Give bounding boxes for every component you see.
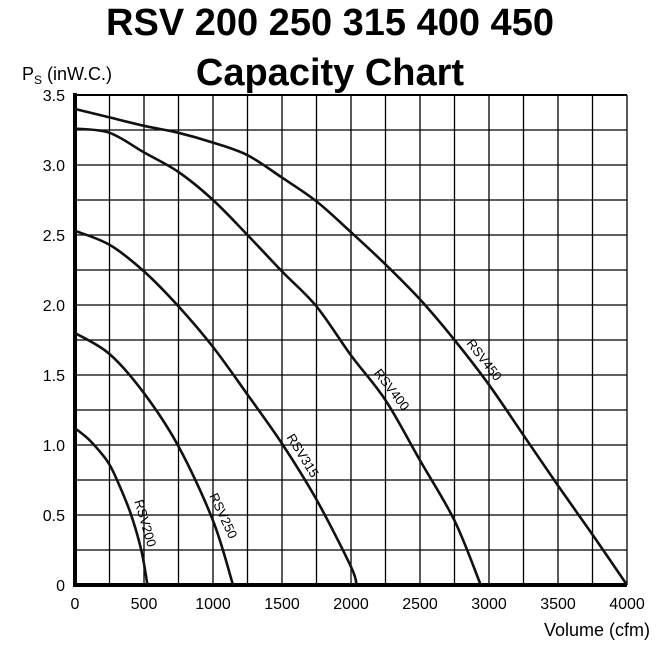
series-label-rsv200: RSV200	[131, 498, 159, 549]
series-line-rsv450	[74, 107, 629, 586]
series-line-rsv400	[74, 127, 482, 586]
y-tick-label: 3.0	[43, 158, 65, 175]
x-tick-label: 2000	[333, 596, 369, 613]
x-tick-label: 4000	[609, 596, 645, 613]
series-line-rsv200	[74, 427, 149, 586]
y-tick-label: 0.5	[43, 508, 65, 525]
x-tick-label: 3500	[540, 596, 576, 613]
series-line-rsv315	[74, 229, 358, 586]
y-axis-label: PS (inW.C.)	[22, 64, 112, 87]
y-tick-label: 0	[56, 578, 65, 595]
x-tick-label: 500	[131, 596, 158, 613]
y-tick-label: 2.5	[43, 228, 65, 245]
y-tick-label: 3.5	[43, 88, 65, 105]
series-line-rsv250	[74, 331, 235, 586]
x-tick-label: 1500	[264, 596, 300, 613]
chart-title-line-1: RSV 200 250 315 400 450	[106, 2, 554, 44]
x-tick-label: 0	[71, 596, 80, 613]
x-tick-label: 2500	[402, 596, 438, 613]
chart-title-line-2: Capacity Chart	[195, 52, 465, 94]
y-tick-label: 2.0	[43, 298, 65, 315]
x-tick-label: 3000	[471, 596, 507, 613]
x-tick-label: 1000	[195, 596, 231, 613]
y-tick-label: 1.5	[43, 368, 65, 385]
y-tick-label: 1.0	[43, 438, 65, 455]
x-axis-label: Volume (cfm)	[544, 620, 650, 640]
